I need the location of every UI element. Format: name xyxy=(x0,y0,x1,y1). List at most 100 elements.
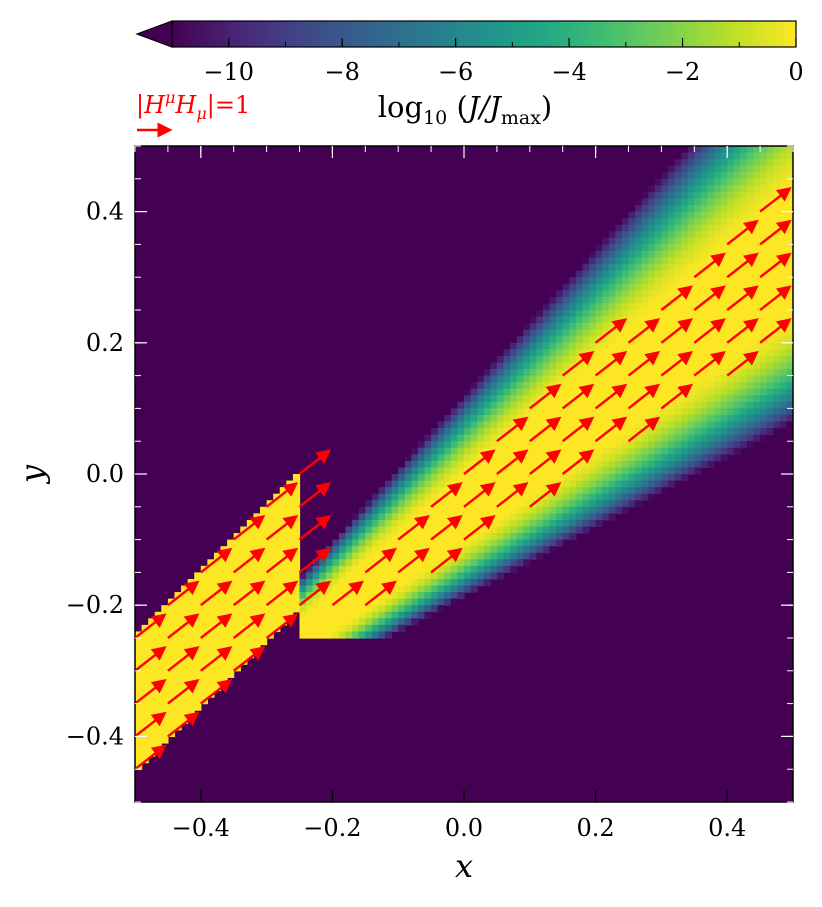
heatmap-cell xyxy=(227,546,235,554)
heatmap-cell xyxy=(161,710,169,718)
heatmap-cell xyxy=(654,408,662,416)
heatmap-cell xyxy=(424,467,432,475)
heatmap-cell xyxy=(496,572,505,580)
heatmap-cell xyxy=(760,349,768,357)
heatmap-cell xyxy=(779,270,788,278)
heatmap-cell xyxy=(582,296,590,305)
heatmap-cell xyxy=(595,342,603,350)
heatmap-cell xyxy=(417,526,426,534)
heatmap-cell xyxy=(227,578,235,587)
quiver-arrow xyxy=(792,210,793,212)
heatmap-cell xyxy=(760,172,768,180)
heatmap-cell xyxy=(477,513,485,521)
heatmap-cell xyxy=(411,572,419,580)
heatmap-cell xyxy=(417,500,426,508)
heatmap-cell xyxy=(727,152,735,160)
heatmap-cell xyxy=(490,414,498,423)
heatmap-cell xyxy=(161,703,169,711)
heatmap-cell xyxy=(148,703,156,711)
heatmap-cell xyxy=(720,264,728,272)
heatmap-cell xyxy=(700,185,709,193)
heatmap-cell xyxy=(391,559,399,567)
heatmap-cell xyxy=(661,264,669,272)
heatmap-cell xyxy=(700,290,709,298)
heatmap-cell xyxy=(523,323,531,331)
heatmap-cell xyxy=(674,342,682,350)
heatmap-cell xyxy=(503,362,511,370)
heatmap-cell xyxy=(681,244,689,252)
heatmap-cell xyxy=(589,487,597,495)
heatmap-cell xyxy=(786,369,793,377)
heatmap-cell xyxy=(608,493,616,501)
heatmap-cell xyxy=(641,198,649,206)
heatmap-cell xyxy=(707,264,715,272)
heatmap-cell xyxy=(681,428,689,436)
heatmap-cell xyxy=(786,159,793,167)
heatmap-cell xyxy=(549,323,557,331)
heatmap-cell xyxy=(602,493,610,501)
quiver-arrow xyxy=(298,482,332,508)
heatmap-cell xyxy=(312,624,320,633)
heatmap-cell xyxy=(720,277,728,285)
heatmap-cell xyxy=(542,310,551,318)
heatmap-cell xyxy=(437,565,445,573)
heatmap-cell xyxy=(786,152,793,160)
heatmap-cell xyxy=(615,277,623,285)
heatmap-cell xyxy=(450,506,459,514)
heatmap-cell xyxy=(345,539,353,547)
heatmap-cell xyxy=(246,565,255,573)
heatmap-cell xyxy=(641,493,649,501)
quiver-arrow xyxy=(627,416,661,443)
heatmap-cell xyxy=(575,401,584,409)
heatmap-cell xyxy=(608,336,616,344)
heatmap-cell xyxy=(345,618,353,626)
heatmap-cell xyxy=(720,198,728,206)
heatmap-cell xyxy=(602,421,610,429)
heatmap-cell xyxy=(279,500,287,508)
heatmap-cell xyxy=(667,270,676,278)
heatmap-cell xyxy=(648,487,656,495)
heatmap-cell xyxy=(681,369,689,377)
heatmap-cell xyxy=(549,434,557,442)
heatmap-cell xyxy=(602,487,610,495)
heatmap-cell xyxy=(404,526,412,534)
heatmap-cell xyxy=(602,329,610,337)
heatmap-cell xyxy=(621,296,630,305)
heatmap-cell xyxy=(391,585,399,593)
heatmap-cell xyxy=(681,375,689,383)
heatmap-cell xyxy=(523,388,531,396)
heatmap-cell xyxy=(727,441,735,449)
heatmap-cell xyxy=(292,487,301,495)
heatmap-cell xyxy=(523,513,531,521)
heatmap-cell xyxy=(687,355,695,364)
heatmap-cell xyxy=(707,369,715,377)
heatmap-cell xyxy=(417,447,426,455)
heatmap-cell xyxy=(135,756,143,764)
heatmap-cell xyxy=(635,500,643,508)
heatmap-cell xyxy=(746,205,755,213)
heatmap-cell xyxy=(148,670,156,678)
heatmap-cell xyxy=(148,710,156,718)
heatmap-cell xyxy=(135,723,143,731)
heatmap-cell xyxy=(200,592,208,600)
heatmap-cell xyxy=(608,342,616,350)
heatmap-cell xyxy=(575,369,584,377)
heatmap-cell xyxy=(779,303,788,311)
heatmap-cell xyxy=(628,474,636,482)
heatmap-cell xyxy=(694,362,702,370)
heatmap-cell xyxy=(582,506,590,514)
heatmap-cell xyxy=(398,526,406,534)
heatmap-cell xyxy=(582,526,590,534)
heatmap-cell xyxy=(227,657,235,665)
heatmap-cell xyxy=(411,474,419,482)
heatmap-cell xyxy=(714,421,722,429)
heatmap-cell xyxy=(700,336,709,344)
heatmap-cell xyxy=(681,237,689,245)
heatmap-cell xyxy=(635,480,643,488)
heatmap-cell xyxy=(628,414,636,423)
heatmap-cell xyxy=(641,303,649,311)
heatmap-cell xyxy=(589,480,597,488)
heatmap-cell xyxy=(575,414,584,423)
heatmap-cell xyxy=(648,454,656,462)
heatmap-cell xyxy=(174,638,182,646)
